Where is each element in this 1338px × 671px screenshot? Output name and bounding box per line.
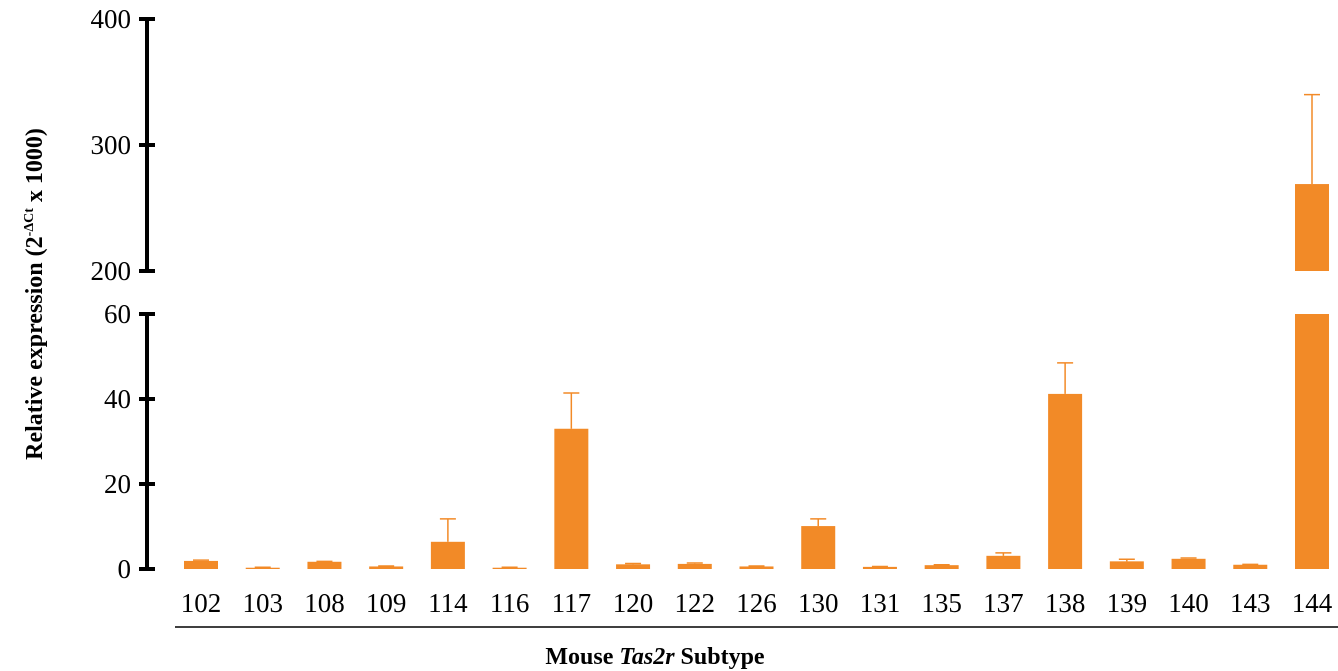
x-tick-label: 108 (304, 588, 345, 618)
x-tick-label: 131 (860, 588, 901, 618)
x-tick-label: 130 (798, 588, 839, 618)
bar (924, 565, 959, 569)
y-axis-label: Relative expression (2-ΔCt x 1000) (22, 128, 48, 460)
y-tick-label: 0 (118, 554, 132, 584)
error-bar (995, 552, 1012, 556)
x-tick-label: 144 (1292, 588, 1333, 618)
bar (1233, 564, 1268, 569)
x-tick-label: 117 (552, 588, 592, 618)
bar (1171, 558, 1206, 569)
y-label-text: Relative expression (2 (22, 236, 48, 460)
bar (801, 526, 836, 569)
error-bar (625, 562, 642, 565)
bar (430, 541, 465, 569)
error-bar (1057, 362, 1074, 394)
x-tick-label: 109 (366, 588, 407, 618)
y-tick-label: 40 (104, 384, 131, 414)
x-tick-label: 135 (921, 588, 962, 618)
x-tick-label: 138 (1045, 588, 1086, 618)
error-bar (193, 559, 209, 561)
x-tick-label: 139 (1107, 588, 1148, 618)
error-bar (439, 518, 456, 542)
x-tick-label: 143 (1230, 588, 1271, 618)
bar (184, 560, 218, 569)
bar (245, 567, 280, 569)
y-tick-label: 400 (91, 4, 132, 34)
y-tick-label: 200 (91, 256, 132, 286)
bar (1295, 314, 1329, 569)
y-label-suffix: x 1000) (22, 128, 48, 208)
x-tick-label: 137 (983, 588, 1024, 618)
x-tick-label: 102 (181, 588, 222, 618)
error-bar (1180, 557, 1197, 559)
bar-upper (1295, 184, 1329, 271)
bar (1048, 393, 1083, 569)
bar (369, 566, 404, 569)
bar (986, 555, 1021, 569)
x-label-italic: Tas2r (619, 644, 675, 670)
bar (1109, 561, 1144, 569)
x-tick-label: 126 (736, 588, 777, 618)
x-tick-label: 120 (613, 588, 654, 618)
y-tick-label: 60 (104, 299, 131, 329)
bar (554, 428, 589, 569)
x-tick-label: 116 (490, 588, 530, 618)
y-tick-label: 20 (104, 469, 131, 499)
x-tick-label: 103 (242, 588, 283, 618)
bar (492, 567, 527, 569)
x-tick-label: 140 (1168, 588, 1209, 618)
y-tick-label: 300 (91, 130, 132, 160)
error-bar (686, 562, 703, 564)
error-bar (810, 518, 827, 527)
x-label-suffix: Subtype (675, 644, 765, 670)
x-axis-label: Mouse Tas2r Subtype (545, 644, 765, 670)
y-label-superscript: -ΔCt (22, 208, 37, 237)
bar (616, 564, 651, 569)
bar (307, 561, 342, 569)
error-bar (1118, 558, 1135, 562)
bar (739, 566, 774, 569)
bar (862, 566, 897, 569)
error-bar (563, 392, 580, 429)
x-tick-label: 114 (428, 588, 468, 618)
x-label-prefix: Mouse (545, 644, 619, 670)
x-tick-label: 122 (675, 588, 716, 618)
bar (677, 563, 712, 569)
error-bar (1304, 93, 1320, 185)
